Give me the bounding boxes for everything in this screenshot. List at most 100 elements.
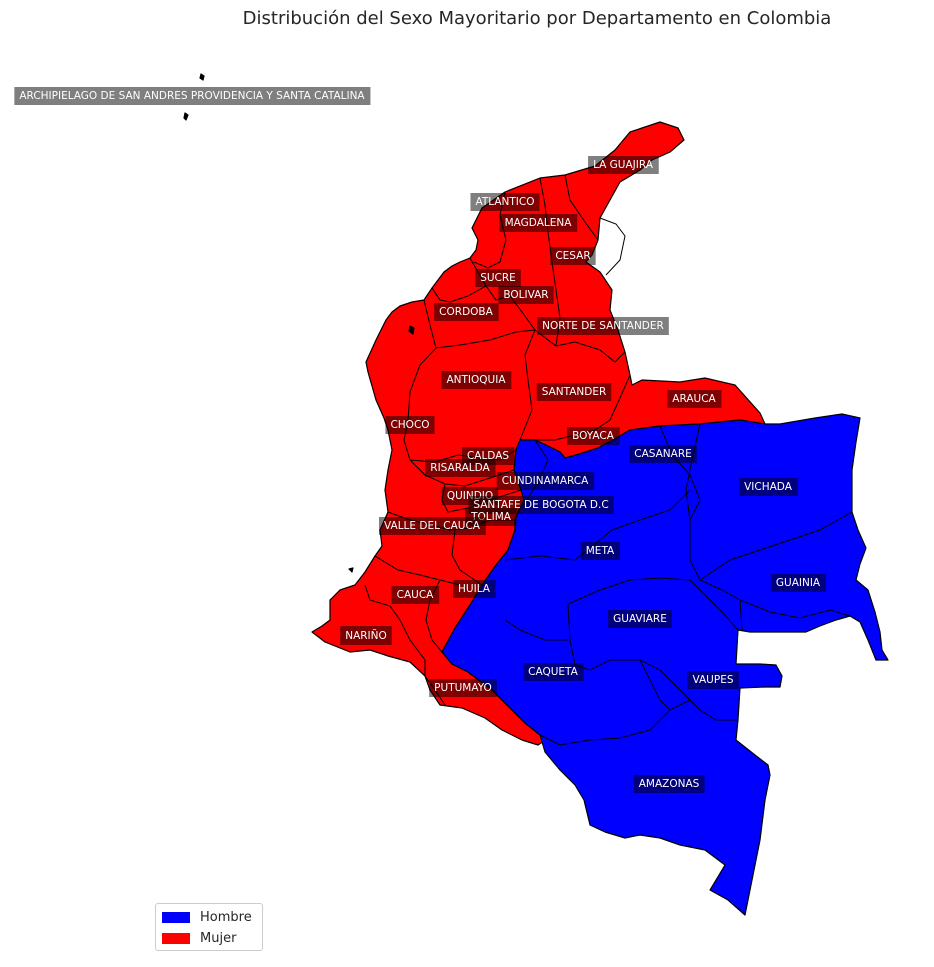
department-label: ATLANTICO — [470, 193, 540, 211]
department-label: BOLIVAR — [498, 286, 554, 304]
label-box — [379, 517, 486, 535]
department-label: HUILA — [453, 580, 496, 598]
label-box — [498, 286, 554, 304]
label-box — [580, 542, 621, 560]
department-label: CASANARE — [629, 445, 697, 463]
department-label: CHOCO — [385, 416, 435, 434]
coastal-islet — [408, 325, 415, 335]
map-legend: Hombre Mujer — [155, 903, 263, 951]
department-label: PUTUMAYO — [429, 679, 497, 697]
department-label: CAQUETA — [523, 663, 584, 681]
label-box — [667, 390, 722, 408]
label-box — [608, 610, 672, 628]
san-andres-island — [199, 73, 205, 81]
department-label: AMAZONAS — [633, 775, 705, 793]
legend-swatch-hombre — [162, 911, 190, 923]
label-box — [523, 663, 584, 681]
department-name: NARIÑO — [345, 629, 387, 642]
label-box — [588, 156, 659, 174]
department-name: LA GUAJIRA — [593, 159, 654, 171]
label-box — [340, 626, 392, 645]
label-box — [550, 247, 596, 265]
label-box — [770, 574, 826, 592]
department-label: CESAR — [550, 247, 596, 265]
label-box — [536, 383, 612, 401]
label-box — [496, 472, 595, 490]
department-label: CAUCA — [391, 586, 440, 604]
label-box — [739, 478, 798, 496]
department-label: GUAINIA — [770, 574, 826, 592]
label-box — [629, 445, 697, 463]
department-name: MAGDALENA — [505, 217, 573, 229]
department-name: ARCHIPIELAGO DE SAN ANDRES PROVIDENCIA Y… — [19, 90, 365, 102]
department-name: RISARALDA — [430, 462, 490, 474]
label-box — [391, 586, 440, 604]
department-label: VALLE DEL CAUCA — [379, 517, 486, 535]
department-name: CASANARE — [634, 448, 692, 460]
map-title: Distribución del Sexo Mayoritario por De… — [242, 8, 832, 29]
label-box — [434, 303, 499, 321]
department-name: VAUPES — [692, 674, 733, 686]
department-name: BOYACA — [572, 430, 615, 442]
department-name: PUTUMAYO — [434, 682, 492, 694]
legend-swatch-mujer — [162, 932, 190, 944]
label-box — [687, 671, 739, 689]
department-name: NORTE DE SANTANDER — [542, 320, 664, 332]
department-label: ANTIOQUIA — [441, 371, 512, 389]
label-box — [441, 371, 512, 389]
department-label: GUAVIARE — [608, 610, 672, 628]
department-name: CORDOBA — [439, 306, 493, 318]
department-label: VAUPES — [687, 671, 739, 689]
department-name: CESAR — [555, 250, 590, 262]
department-label: CORDOBA — [434, 303, 499, 321]
department-name: AMAZONAS — [639, 778, 700, 790]
label-box — [475, 269, 521, 287]
department-name: CHOCO — [390, 419, 429, 431]
department-name: CUNDINAMARCA — [502, 475, 589, 487]
department-name: BOLIVAR — [503, 289, 548, 301]
label-box — [537, 317, 669, 335]
department-label: BOYACA — [567, 427, 620, 445]
department-name: GUAVIARE — [613, 613, 667, 625]
department-label: VICHADA — [739, 478, 798, 496]
department-name: VALLE DEL CAUCA — [384, 520, 481, 532]
department-label: LA GUAJIRA — [588, 156, 659, 174]
pacific-islet — [348, 567, 354, 573]
department-label: META — [580, 542, 621, 560]
department-label: MAGDALENA — [499, 214, 578, 232]
legend-label-hombre: Hombre — [200, 909, 252, 925]
label-box — [567, 427, 620, 445]
department-name: GUAINIA — [776, 577, 821, 589]
label-box — [470, 193, 540, 211]
label-box — [429, 679, 497, 697]
department-name: SUCRE — [480, 272, 516, 284]
department-label: ARAUCA — [667, 390, 722, 408]
label-box — [385, 416, 435, 434]
label-box — [453, 580, 496, 598]
department-name: HUILA — [458, 583, 491, 595]
department-name: META — [586, 545, 615, 557]
department-label: RISARALDA — [425, 459, 496, 477]
providencia-island — [183, 112, 189, 121]
department-label: CUNDINAMARCA — [496, 472, 595, 490]
department-name: ARAUCA — [672, 393, 716, 405]
department-label: SUCRE — [475, 269, 521, 287]
department-name: ANTIOQUIA — [446, 374, 506, 386]
label-box — [425, 459, 496, 477]
legend-item-mujer: Mujer — [162, 930, 236, 946]
label-box — [633, 775, 705, 793]
department-name: ATLANTICO — [475, 196, 534, 208]
department-labels: ARCHIPIELAGO DE SAN ANDRES PROVIDENCIA Y… — [14, 87, 826, 793]
department-label: SANTANDER — [536, 383, 612, 401]
legend-item-hombre: Hombre — [162, 909, 252, 925]
department-name: SANTANDER — [542, 386, 607, 398]
department-name: VICHADA — [744, 481, 793, 493]
department-label: NARIÑO — [340, 626, 392, 645]
department-name: CAQUETA — [528, 666, 579, 678]
department-name: CAUCA — [397, 589, 435, 601]
department-label: ARCHIPIELAGO DE SAN ANDRES PROVIDENCIA Y… — [14, 87, 371, 105]
legend-label-mujer: Mujer — [200, 930, 237, 946]
label-box — [499, 214, 578, 232]
label-box — [14, 87, 371, 105]
